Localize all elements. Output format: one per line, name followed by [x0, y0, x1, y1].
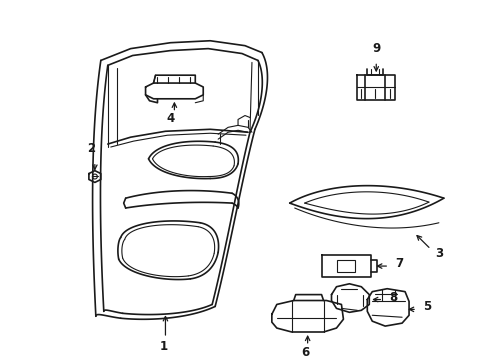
Text: 6: 6 [301, 346, 309, 359]
Text: 5: 5 [422, 300, 430, 313]
Text: 4: 4 [166, 112, 174, 125]
Text: 7: 7 [394, 257, 402, 270]
Bar [337, 260, 355, 272]
Text: 2: 2 [87, 142, 95, 155]
Text: 3: 3 [434, 247, 442, 260]
Text: 9: 9 [371, 41, 380, 55]
Text: 1: 1 [159, 340, 167, 353]
Text: 8: 8 [388, 291, 396, 303]
